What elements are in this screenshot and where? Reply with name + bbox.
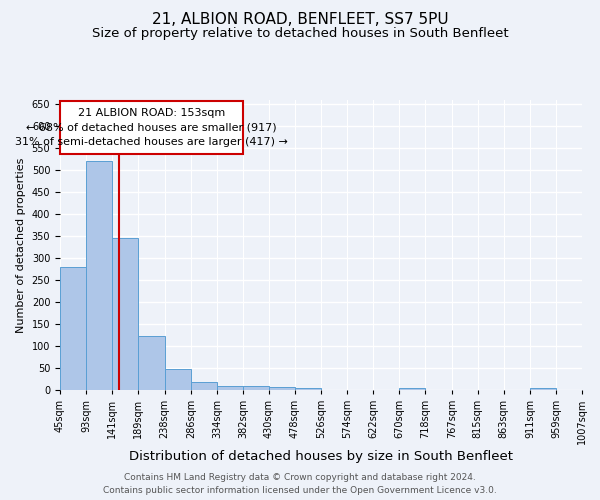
Text: 21, ALBION ROAD, BENFLEET, SS7 5PU: 21, ALBION ROAD, BENFLEET, SS7 5PU — [152, 12, 448, 28]
Bar — [217, 386, 243, 390]
Text: ← 68% of detached houses are smaller (917): ← 68% of detached houses are smaller (91… — [26, 122, 277, 132]
Text: Size of property relative to detached houses in South Benfleet: Size of property relative to detached ho… — [92, 28, 508, 40]
Bar — [243, 386, 269, 390]
X-axis label: Distribution of detached houses by size in South Benfleet: Distribution of detached houses by size … — [129, 450, 513, 463]
Bar — [165, 369, 191, 390]
Text: Contains public sector information licensed under the Open Government Licence v3: Contains public sector information licen… — [103, 486, 497, 495]
Bar — [530, 388, 556, 390]
Bar — [399, 388, 425, 390]
Text: 31% of semi-detached houses are larger (417) →: 31% of semi-detached houses are larger (… — [15, 138, 288, 147]
Bar — [191, 382, 217, 390]
Bar — [112, 238, 138, 390]
Bar — [138, 336, 165, 390]
Bar — [60, 266, 86, 390]
Text: Contains HM Land Registry data © Crown copyright and database right 2024.: Contains HM Land Registry data © Crown c… — [124, 474, 476, 482]
Bar — [86, 160, 112, 390]
Bar — [269, 388, 295, 390]
Y-axis label: Number of detached properties: Number of detached properties — [16, 158, 26, 332]
Text: 21 ALBION ROAD: 153sqm: 21 ALBION ROAD: 153sqm — [78, 108, 225, 118]
Bar — [295, 388, 321, 390]
FancyBboxPatch shape — [60, 101, 243, 154]
